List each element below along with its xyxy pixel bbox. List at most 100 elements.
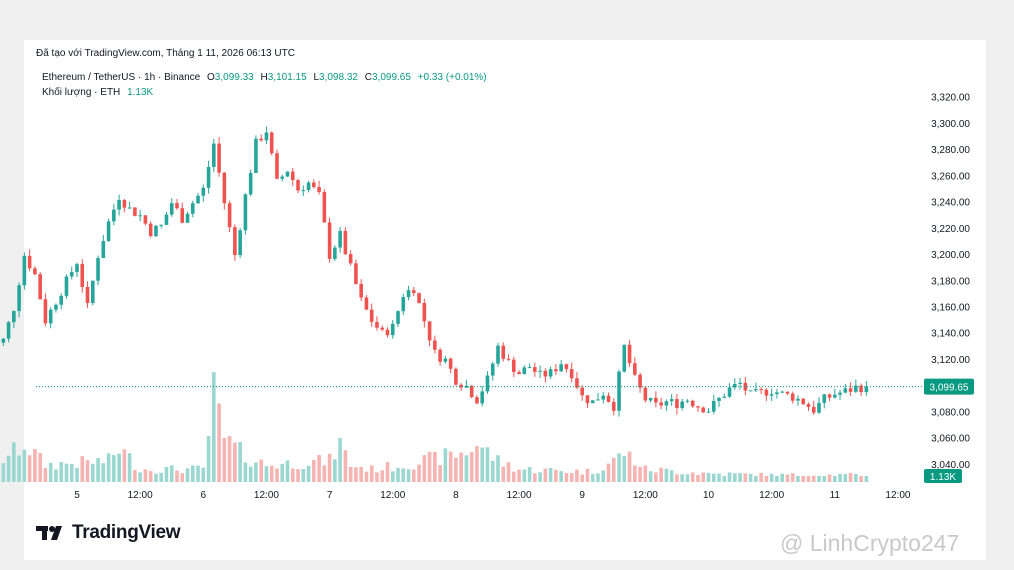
candle-body [390, 323, 395, 336]
candle-body [638, 374, 642, 388]
volume-bar [638, 466, 642, 482]
volume-value: 1.13K [127, 87, 154, 98]
candle-body [54, 304, 58, 310]
volume-badge[interactable] [924, 469, 962, 483]
volume-bar [317, 454, 321, 482]
candle-body [780, 391, 784, 393]
candle-body [290, 171, 295, 181]
volume-bar [217, 403, 221, 482]
volume-bar [190, 465, 195, 482]
volume-bar [401, 468, 406, 482]
candle-body [480, 391, 485, 404]
candle-body [811, 406, 816, 413]
candle-body [443, 358, 448, 362]
volume-bar [480, 447, 485, 482]
candle-body [148, 223, 153, 237]
price-tick-label: 3,260.00 [931, 171, 970, 182]
candle-body [822, 394, 827, 403]
candle-body [348, 254, 353, 264]
candle-body [201, 187, 206, 196]
volume-bar [811, 475, 816, 482]
volume-bar [817, 476, 821, 482]
candle-body [754, 389, 758, 391]
time-tick-label: 12:00 [380, 490, 405, 501]
volume-bar [422, 455, 427, 482]
volume-bar [406, 469, 411, 482]
candle-body [538, 370, 542, 372]
candle-body [64, 276, 69, 296]
candle-body [454, 368, 458, 385]
last-price-badge[interactable] [924, 378, 974, 395]
volume-bar [775, 476, 779, 482]
candle-body [306, 182, 311, 191]
volume-bar [448, 451, 453, 482]
candle-body [259, 138, 263, 141]
volume-bar [801, 476, 806, 482]
volume-legend: Khối lượng · ETH 1.13K [42, 87, 157, 98]
volume-bar [6, 455, 11, 482]
volume-bar [854, 473, 858, 482]
volume-bar [143, 469, 148, 482]
volume-bar [17, 455, 21, 482]
volume-bar [590, 474, 595, 482]
volume-bar [722, 476, 727, 482]
price-tick-label: 3,060.00 [931, 434, 970, 445]
candle-body [764, 389, 769, 396]
candle-body [27, 255, 32, 269]
candle-body [448, 358, 453, 369]
time-tick-label: 12:00 [633, 490, 658, 501]
candle-body [212, 143, 216, 167]
volume-bar [222, 437, 227, 482]
volume-bar [154, 473, 158, 482]
watermark: @ LinhCrypto247 [780, 530, 960, 556]
volume-bar [306, 465, 311, 482]
symbol-name[interactable]: Ethereum / TetherUS · 1h · Binance [42, 72, 201, 83]
volume-bar [80, 456, 85, 482]
candle-body [769, 394, 774, 396]
candle-body [533, 367, 537, 372]
candle-body [375, 321, 379, 328]
candle-body [722, 396, 727, 398]
candle-body [485, 375, 490, 392]
time-axis[interactable]: 5 12:00 6 12:00 7 12:00 8 12:00 9 12:00 10 12:00 11 1… [74, 490, 911, 501]
volume-label[interactable]: Khối lượng · ETH [42, 87, 121, 98]
candle-body [296, 180, 300, 191]
volume-bar [38, 452, 42, 482]
time-tick-label: 8 [453, 490, 459, 501]
candle-body [548, 369, 553, 377]
candle-body [22, 255, 27, 286]
candle-body [406, 290, 411, 298]
candle-body [748, 390, 753, 392]
time-tick-label: 12:00 [885, 490, 910, 501]
price-tick-label: 3,300.00 [931, 119, 970, 130]
volume-bar [169, 465, 174, 482]
volume-bar [343, 450, 348, 482]
volume-bar [312, 459, 316, 482]
volume-bar [412, 469, 416, 482]
volume-bar [648, 471, 653, 482]
high-value: H3,101.15 [260, 72, 307, 83]
price-axis[interactable]: 3,040.003,060.003,080.003,100.003,120.00… [931, 93, 970, 471]
candle-body [96, 258, 100, 281]
volume-bar [375, 472, 379, 482]
candle-body [38, 274, 42, 300]
volume-bar [459, 452, 463, 482]
candle-body [248, 172, 253, 195]
candle-body [338, 230, 342, 248]
candle-body [475, 397, 479, 404]
close-value: C3,099.65 [364, 72, 411, 83]
candle-body [564, 364, 569, 370]
candle-body [185, 213, 190, 223]
volume-bar [669, 470, 674, 482]
volume-bar [106, 453, 111, 482]
candle-body [354, 263, 358, 284]
candle-body [580, 387, 584, 396]
candle-body [690, 400, 695, 407]
volume-bar [196, 465, 200, 482]
candle-body [322, 191, 327, 223]
candle-body [522, 367, 527, 375]
volume-bar [559, 471, 563, 482]
volume-bar [85, 460, 90, 482]
volume-bar [754, 476, 758, 482]
